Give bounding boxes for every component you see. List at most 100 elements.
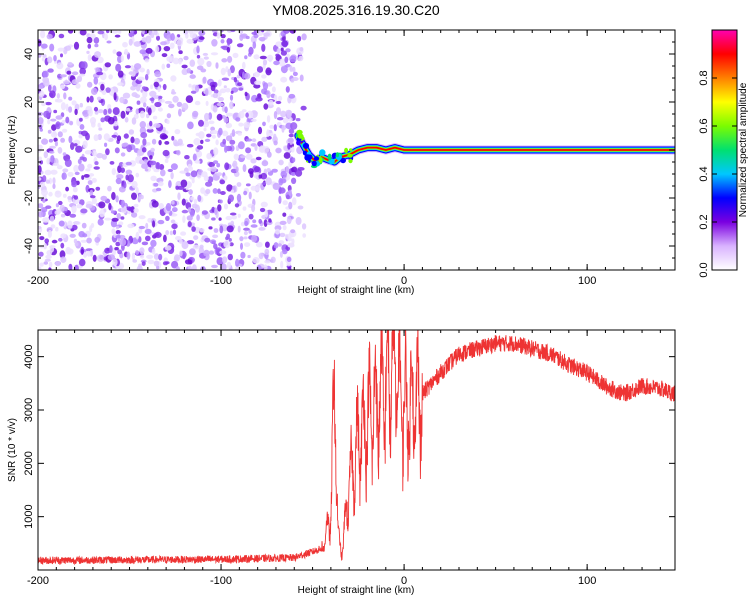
snr-panel: -200 -100 0 100 1000 2000 3000 4000 Height of s… — [7, 329, 676, 596]
spectrogram-noise-cell — [225, 66, 229, 73]
spectrogram-noise-cell — [232, 163, 236, 167]
spectrogram-noise-cell — [38, 77, 41, 85]
spectrogram-noise-cell — [118, 186, 126, 193]
spectrogram-noise-cell — [93, 134, 99, 142]
spectrogram-noise-cell — [182, 215, 186, 224]
spectrogram-noise-cell — [94, 51, 101, 58]
spectrogram-noise-cell — [43, 261, 49, 265]
spectrogram-noise-cell — [261, 74, 267, 79]
spectrogram-signal-blob — [296, 129, 303, 135]
spectrogram-noise-cell — [62, 168, 69, 173]
spectrogram-noise-cell — [170, 172, 174, 180]
spectrogram-noise-cell — [131, 192, 137, 200]
spectrogram-noise-cell — [59, 250, 66, 259]
spectrogram-noise-cell — [111, 228, 116, 235]
spectrogram-noise-cell — [201, 210, 208, 215]
spectrogram-noise-cell — [289, 30, 297, 34]
spectrogram-noise-cell — [187, 221, 192, 228]
spectrogram-noise-cell — [153, 253, 160, 260]
spectrogram-noise-cell — [184, 259, 193, 265]
spectrogram-noise-cell — [287, 137, 294, 143]
spectrogram-noise-cell — [278, 159, 284, 166]
spectrogram-noise-cell — [41, 138, 49, 145]
snr-x-tick-label: -100 — [210, 575, 232, 587]
spectrogram-noise-cell — [47, 229, 53, 238]
spectrogram-noise-cell — [240, 221, 246, 227]
spectrogram-noise-cell — [98, 201, 106, 209]
spectrogram-noise-cell — [266, 115, 271, 123]
spectrogram-noise-cell — [45, 254, 52, 259]
spectrogram-noise-cell — [280, 76, 288, 83]
spectrogram-noise-cell — [117, 249, 123, 255]
spectrogram-noise-cell — [229, 65, 235, 74]
spectrogram-noise-cell — [301, 33, 307, 41]
spectrogram-noise-cell — [56, 62, 64, 70]
spectrogram-noise-cell — [130, 85, 137, 91]
spectrogram-noise-cell — [204, 138, 211, 142]
spectrogram-noise-cell — [242, 61, 246, 70]
spectrogram-noise-cell — [86, 36, 93, 44]
spectrogram-noise-cell — [193, 138, 201, 146]
spectrogram-noise-cell — [288, 93, 296, 99]
spectrogram-noise-cell — [251, 118, 257, 123]
spectrogram-noise-cell — [114, 147, 120, 154]
spectrogram-noise-cell — [138, 215, 146, 220]
spectrogram-noise-cell — [79, 30, 87, 36]
spectrogram-noise-cell — [287, 266, 292, 270]
spectrogram-noise-cell — [252, 257, 260, 264]
spectrogram-noise-cell — [97, 122, 101, 128]
spectrogram-noise-cell — [254, 144, 258, 151]
spectrogram-noise-cell — [263, 264, 268, 270]
spectrogram-noise-cell — [278, 95, 283, 101]
spectrogram-noise-cell — [55, 261, 61, 267]
snr-y-tick-label: 3000 — [23, 398, 35, 422]
spectrogram-noise-cell — [196, 54, 201, 59]
spectrogram-noise-cell — [240, 155, 246, 159]
spectrogram-noise-cell — [248, 191, 252, 200]
spectrogram-noise-cell — [139, 247, 145, 255]
spectrogram-noise-cell — [211, 217, 216, 221]
spectrogram-noise-cell — [243, 72, 251, 80]
spectrogram-noise-cell — [272, 182, 280, 190]
snr-x-tick-label: 100 — [578, 575, 596, 587]
spectrogram-noise-cell — [255, 96, 263, 102]
spectrogram-noise-cell — [223, 203, 229, 210]
spectrogram-noise-cell — [215, 139, 219, 146]
spectrogram-noise-cell — [275, 53, 280, 57]
spectrogram-noise-cell — [65, 116, 70, 124]
spectrogram-noise-cell — [135, 187, 139, 195]
spectrogram-noise-cell — [178, 50, 183, 55]
spectrogram-noise-cell — [43, 79, 50, 87]
spectrogram-noise-cell — [193, 30, 200, 33]
spectrogram-noise-cell — [94, 110, 99, 115]
spectrogram-noise-cell — [193, 198, 198, 205]
spectrogram-noise-cell — [131, 252, 135, 261]
spectrogram-noise-cell — [150, 175, 157, 182]
spectrogram-noise-cell — [103, 108, 108, 116]
spectrogram-noise-cell — [153, 182, 159, 187]
spectrogram-noise-cell — [165, 215, 170, 221]
spectrogram-noise-cell — [174, 129, 181, 135]
spectrogram-noise-cell — [220, 34, 226, 39]
spectrogram-noise-cell — [154, 101, 162, 108]
spectrogram-noise-cell — [60, 242, 65, 249]
spectrogram-noise-cell — [183, 55, 189, 61]
spectrogram-noise-cell — [141, 30, 145, 35]
spectrogram-noise-cell — [292, 66, 296, 73]
spectrogram-x-tick-label: -100 — [210, 275, 232, 287]
spectrogram-noise-cell — [188, 83, 192, 88]
spectrogram-noise-cell — [101, 89, 107, 96]
spectrogram-noise-cell — [97, 30, 105, 35]
spectrogram-noise-cell — [302, 233, 307, 238]
snr-x-tick-label: 0 — [401, 575, 407, 587]
spectrogram-noise-cell — [212, 105, 218, 113]
spectrogram-noise-cell — [229, 101, 234, 110]
spectrogram-noise-cell — [68, 135, 73, 144]
spectrogram-noise-cell — [126, 251, 131, 260]
spectrogram-noise-cell — [262, 59, 268, 66]
spectrogram-noise-cell — [213, 147, 219, 156]
spectrogram-noise-cell — [168, 180, 172, 189]
spectrogram-noise-cell — [266, 90, 271, 99]
spectrogram-noise-cell — [216, 32, 221, 39]
spectrogram-noise-cell — [50, 224, 56, 229]
